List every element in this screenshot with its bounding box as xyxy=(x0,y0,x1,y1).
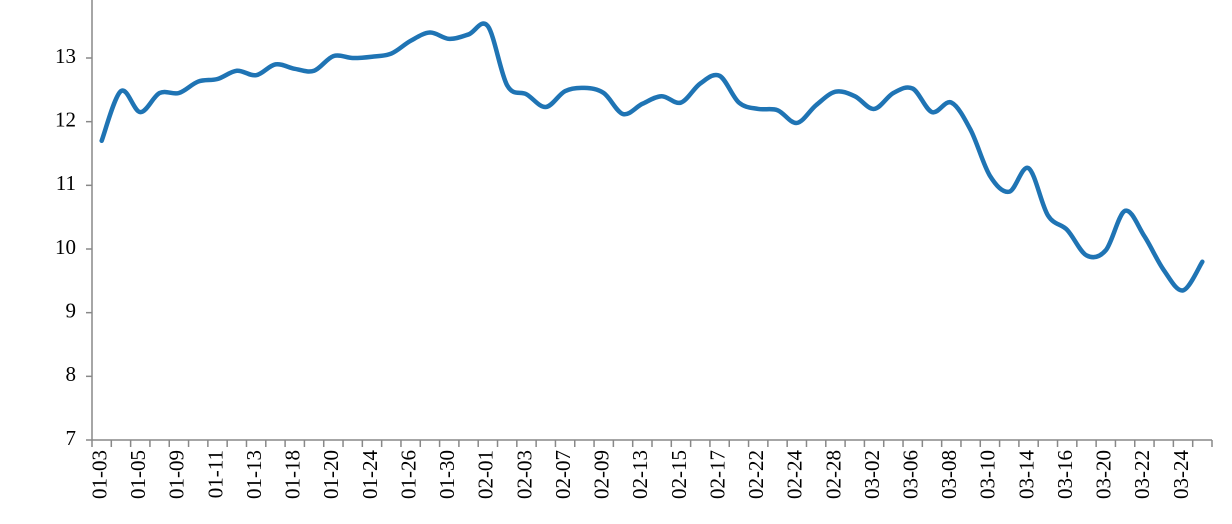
x-tick-label: 01-18 xyxy=(281,450,305,499)
x-tick-label: 03-22 xyxy=(1130,450,1154,499)
x-tick-label: 01-20 xyxy=(319,450,343,499)
y-tick-label: 14 xyxy=(55,0,77,4)
x-tick-label: 03-20 xyxy=(1092,450,1116,499)
y-tick-label: 13 xyxy=(55,44,76,68)
x-tick-label: 02-17 xyxy=(705,450,729,499)
x-tick-label: 02-13 xyxy=(628,450,652,499)
x-tick-label: 02-28 xyxy=(821,450,845,499)
x-tick-label: 02-07 xyxy=(551,450,575,499)
x-tick-label: 02-09 xyxy=(590,450,614,499)
x-tick-label: 01-30 xyxy=(435,450,459,499)
x-tick-label: 02-03 xyxy=(512,450,536,499)
y-tick-label: 9 xyxy=(66,298,77,322)
x-tick-label: 01-09 xyxy=(165,450,189,499)
y-tick-label: 8 xyxy=(66,362,77,386)
x-tick-label: 03-08 xyxy=(937,450,961,499)
y-tick-label: 10 xyxy=(55,235,76,259)
x-tick-label: 03-16 xyxy=(1053,450,1077,499)
x-tick-label: 03-10 xyxy=(976,450,1000,499)
y-tick-label: 7 xyxy=(66,426,77,450)
x-tick-label: 03-24 xyxy=(1169,450,1193,499)
x-tick-label: 02-01 xyxy=(474,450,498,499)
x-tick-label: 01-11 xyxy=(203,450,227,498)
x-tick-label: 02-24 xyxy=(783,450,807,499)
x-tick-label: 01-05 xyxy=(126,450,150,499)
line xyxy=(99,21,1205,293)
x-tick-label: 01-24 xyxy=(358,450,382,499)
x-tick-label: 01-26 xyxy=(396,450,420,499)
x-tick-label: 03-14 xyxy=(1014,450,1038,499)
x-tick-label: 02-22 xyxy=(744,450,768,499)
x-tick-label: 01-13 xyxy=(242,450,266,499)
x-tick-label: 01-03 xyxy=(87,450,111,499)
y-tick-label: 12 xyxy=(55,107,76,131)
y-tick-label: 11 xyxy=(56,171,76,195)
x-tick-label: 02-15 xyxy=(667,450,691,499)
x-tick-label: 03-06 xyxy=(899,450,923,499)
x-tick-label: 03-02 xyxy=(860,450,884,499)
